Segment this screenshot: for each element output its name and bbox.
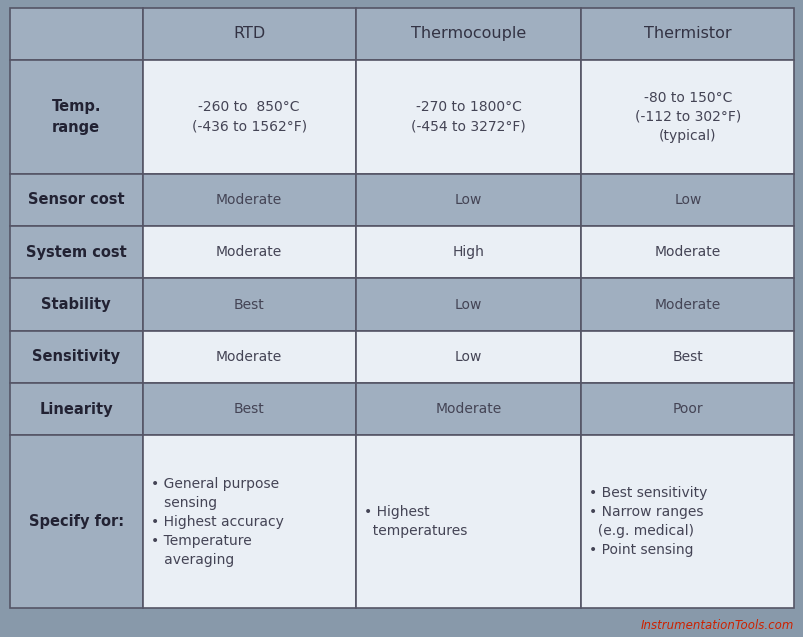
Text: Best: Best [234,402,264,416]
Text: Poor: Poor [671,402,703,416]
Bar [355,435,581,608]
Text: Stability: Stability [41,297,111,312]
Bar [142,174,355,226]
Bar [10,278,142,331]
Bar [355,331,581,383]
Bar [581,174,793,226]
Text: Moderate: Moderate [435,402,501,416]
Bar [581,278,793,331]
Text: Low: Low [674,193,701,207]
Text: Low: Low [454,193,482,207]
Bar [142,435,355,608]
Bar [142,8,355,60]
Text: Best: Best [234,297,264,311]
Bar [581,435,793,608]
Text: • General purpose
   sensing
• Highest accuracy
• Temperature
   averaging: • General purpose sensing • Highest accu… [150,477,283,567]
Text: Temp.
range: Temp. range [51,99,101,134]
Bar [355,226,581,278]
Bar [355,278,581,331]
Text: Best: Best [671,350,703,364]
Text: Moderate: Moderate [216,350,282,364]
Text: Linearity: Linearity [39,402,113,417]
Bar [355,174,581,226]
Bar [581,383,793,435]
Text: Sensitivity: Sensitivity [32,349,120,364]
Bar [142,226,355,278]
Text: System cost: System cost [26,245,126,260]
Text: Moderate: Moderate [216,245,282,259]
Text: -270 to 1800°C
(-454 to 3272°F): -270 to 1800°C (-454 to 3272°F) [410,101,525,133]
Text: Moderate: Moderate [216,193,282,207]
Bar [10,8,142,60]
Bar [10,226,142,278]
Text: Specify for:: Specify for: [29,514,124,529]
Text: Moderate: Moderate [654,245,720,259]
Bar [142,331,355,383]
Bar [581,226,793,278]
Bar [10,331,142,383]
Bar [355,8,581,60]
Bar [10,60,142,174]
Text: Low: Low [454,297,482,311]
Text: InstrumentationTools.com: InstrumentationTools.com [640,619,793,632]
Bar [355,60,581,174]
Bar [10,435,142,608]
Text: Moderate: Moderate [654,297,720,311]
Text: -260 to  850°C
(-436 to 1562°F): -260 to 850°C (-436 to 1562°F) [191,101,307,133]
Bar [581,60,793,174]
Bar [581,331,793,383]
Bar [142,60,355,174]
Bar [581,8,793,60]
Bar [10,174,142,226]
Text: • Best sensitivity
• Narrow ranges
  (e.g. medical)
• Point sensing: • Best sensitivity • Narrow ranges (e.g.… [589,487,707,557]
Text: Thermistor: Thermistor [643,26,731,41]
Bar [142,383,355,435]
Text: Thermocouple: Thermocouple [410,26,525,41]
Text: -80 to 150°C
(-112 to 302°F)
(typical): -80 to 150°C (-112 to 302°F) (typical) [634,91,740,143]
Bar [142,278,355,331]
Bar [10,383,142,435]
Bar [355,383,581,435]
Text: Sensor cost: Sensor cost [28,192,124,208]
Text: • Highest
  temperatures: • Highest temperatures [363,505,467,538]
Text: Low: Low [454,350,482,364]
Text: High: High [452,245,484,259]
Text: RTD: RTD [233,26,265,41]
